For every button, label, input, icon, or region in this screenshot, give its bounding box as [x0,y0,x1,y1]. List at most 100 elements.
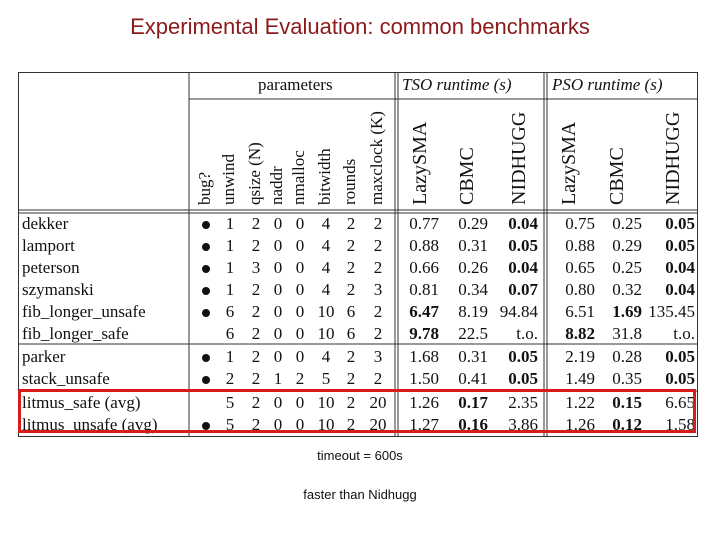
param-value: 1 [225,236,235,255]
tso-runtime-value: 0.31 [458,236,488,255]
param-value: 0 [295,258,305,277]
param-value: 2 [251,415,261,434]
pso-runtime-value: 0.35 [612,369,642,388]
param-value: 0 [295,415,305,434]
param-value: 2 [251,214,261,233]
param-value: 2 [373,369,383,388]
tso-runtime-value: 2.35 [508,393,538,412]
param-value: 5 [225,415,235,434]
param-value: 2 [346,214,356,233]
tso-runtime-value: 0.04 [508,258,538,277]
pso-runtime-value: 0.12 [612,415,642,434]
pso-runtime-value: 135.45 [648,302,695,321]
pso-runtime-value: 0.15 [612,393,642,412]
pso-runtime-value: t.o. [673,324,695,343]
param-value: 0 [295,347,305,366]
benchmark-name: dekker [22,214,69,233]
param-value: 0 [273,236,283,255]
param-value: 5 [321,369,331,388]
param-value: 6 [225,302,235,321]
pso-runtime-value: 0.80 [565,280,595,299]
param-value: 2 [251,347,261,366]
benchmark-name: fib_longer_unsafe [22,302,146,321]
param-value: 3 [251,258,261,277]
tso-runtime-value: 1.50 [409,369,439,388]
tso-runtime-value: 0.26 [458,258,488,277]
pso-runtime-value: 1.26 [565,415,595,434]
tso-runtime-value: 0.05 [508,347,538,366]
tso-tool-col-header: LazySMA [409,121,431,205]
param-col-header: bug? [195,171,214,205]
tso-runtime-value: 1.68 [409,347,439,366]
param-col-header: nmalloc [289,150,308,205]
benchmark-name: litmus_unsafe (avg) [22,415,158,434]
param-value: 6 [346,324,356,343]
pso-runtime-value: 1.22 [565,393,595,412]
tso-runtime-value: 9.78 [409,324,439,343]
tso-runtime-value: 1.26 [409,393,439,412]
pso-runtime-value: 0.32 [612,280,642,299]
param-value: 4 [321,347,331,366]
bug-marker [202,309,210,317]
pso-runtime-value: 0.28 [612,347,642,366]
param-value: 20 [369,415,387,434]
param-value: 2 [346,347,356,366]
param-value: 4 [321,214,331,233]
pso-tool-col-header: CBMC [606,147,628,205]
param-value: 0 [295,236,305,255]
pso-runtime-value: 0.04 [665,258,695,277]
param-value: 2 [225,369,235,388]
param-value: 0 [295,393,305,412]
faster-note: faster than Nidhugg [303,487,417,502]
benchmark-name: fib_longer_safe [22,324,129,343]
pso-runtime-value: 0.29 [612,236,642,255]
bug-marker [202,376,210,384]
tso-runtime-value: 1.27 [409,415,439,434]
timeout-note: timeout = 600s [317,448,403,463]
tso-runtime-value: 0.05 [508,369,538,388]
tso-header: TSO runtime (s) [402,75,512,94]
pso-runtime-value: 31.8 [612,324,642,343]
tso-runtime-value: 22.5 [458,324,488,343]
bug-marker [202,287,210,295]
pso-runtime-value: 6.65 [665,393,695,412]
param-value: 2 [295,369,305,388]
benchmark-name: stack_unsafe [22,369,110,388]
pso-runtime-value: 0.04 [665,280,695,299]
param-value: 2 [251,280,261,299]
param-value: 10 [317,324,335,343]
param-value: 2 [373,302,383,321]
param-value: 5 [225,393,235,412]
param-value: 0 [295,214,305,233]
tso-runtime-value: 8.19 [458,302,488,321]
param-value: 2 [346,258,356,277]
litmus-highlight-box [18,389,696,433]
pso-runtime-value: 6.51 [565,302,595,321]
param-value: 6 [225,324,235,343]
param-value: 2 [373,324,383,343]
benchmark-table: parameters TSO runtime (s) PSO runtime (… [18,72,698,437]
pso-tool-col-header: NIDHUGG [662,111,684,205]
param-col-header: bitwidth [315,148,334,205]
param-value: 2 [346,415,356,434]
pso-runtime-value: 8.82 [565,324,595,343]
param-value: 20 [369,393,387,412]
pso-runtime-value: 0.05 [665,347,695,366]
param-value: 2 [373,258,383,277]
pso-runtime-value: 0.88 [565,236,595,255]
tso-runtime-value: 0.41 [458,369,488,388]
param-value: 1 [225,258,235,277]
param-col-header: qsize (N) [245,142,264,205]
pso-header: PSO runtime (s) [552,75,663,94]
tso-runtime-value: 0.17 [458,393,488,412]
tso-runtime-value: 0.07 [508,280,538,299]
param-value: 2 [251,302,261,321]
param-value: 10 [317,393,335,412]
param-value: 4 [321,280,331,299]
pso-runtime-value: 1.69 [612,302,642,321]
param-value: 1 [225,214,235,233]
benchmark-name: peterson [22,258,80,277]
tso-runtime-value: 0.29 [458,214,488,233]
param-value: 1 [225,347,235,366]
bug-marker [202,265,210,273]
